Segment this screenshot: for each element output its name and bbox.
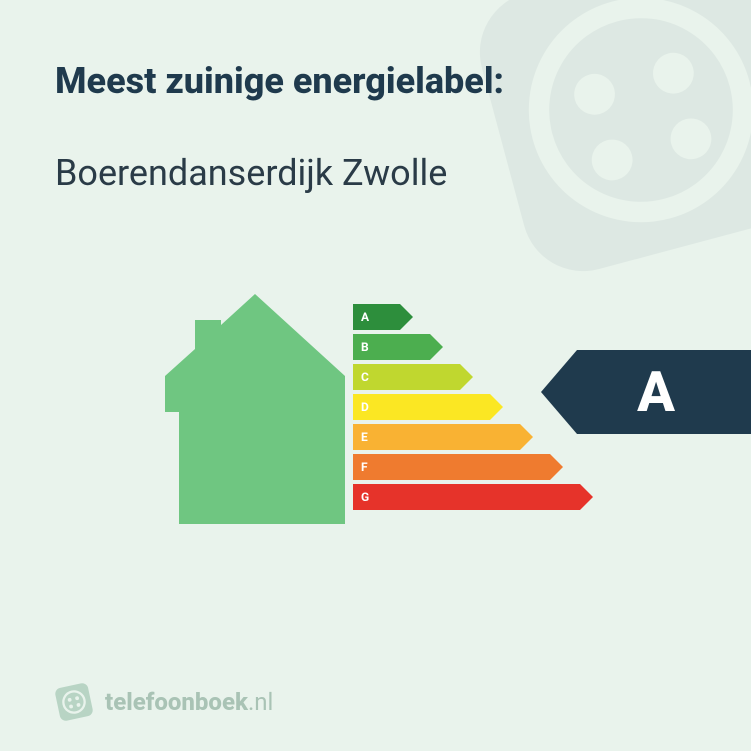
energy-bar-label: E bbox=[361, 424, 368, 450]
energy-bar-g: G bbox=[353, 484, 613, 510]
energy-bar-label: G bbox=[361, 484, 369, 510]
energy-bar-label: F bbox=[361, 454, 368, 480]
energy-bar-label: D bbox=[361, 394, 369, 420]
brand-text: telefoonboek.nl bbox=[105, 688, 273, 716]
house-icon bbox=[165, 294, 345, 524]
energy-bar-label: B bbox=[361, 334, 369, 360]
footer: telefoonboek.nl bbox=[55, 683, 273, 721]
energy-bar-label: A bbox=[361, 304, 369, 330]
energy-bar-f: F bbox=[353, 454, 613, 480]
result-badge-letter: A bbox=[617, 359, 675, 425]
content-area: Meest zuinige energielabel: Boerendanser… bbox=[0, 0, 751, 554]
energy-bar-label: C bbox=[361, 364, 369, 390]
brand-icon bbox=[51, 679, 96, 724]
result-badge: A bbox=[541, 350, 751, 434]
brand-bold: telefoonboek bbox=[105, 688, 248, 716]
energy-bar-a: A bbox=[353, 304, 613, 330]
location-subtitle: Boerendanserdijk Zwolle bbox=[55, 152, 696, 194]
page-title: Meest zuinige energielabel: bbox=[55, 60, 696, 102]
brand-light: .nl bbox=[248, 688, 273, 716]
